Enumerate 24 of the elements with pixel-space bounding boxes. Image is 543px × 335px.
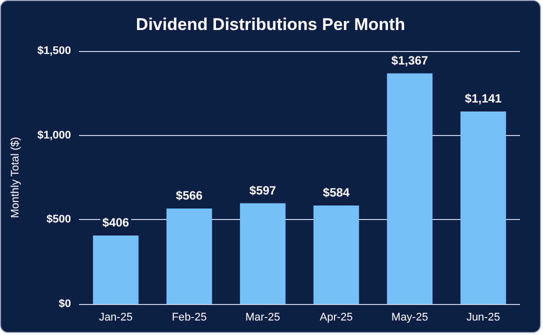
bar: [166, 208, 212, 304]
x-tick-label: Feb-25: [172, 312, 207, 324]
data-label: $566: [176, 188, 203, 203]
x-tick-label: May-25: [391, 312, 428, 324]
y-tick-label: $1,000: [37, 129, 71, 142]
x-tick-label: Apr-25: [320, 312, 353, 324]
chart-title: Dividend Distributions Per Month: [136, 15, 406, 34]
bar: [240, 203, 286, 304]
y-tick-label: $500: [46, 214, 71, 226]
y-tick-label: $1,500: [37, 45, 71, 57]
bar: [92, 236, 139, 304]
y-tick-label: $0: [58, 298, 71, 310]
data-label: $597: [249, 183, 276, 198]
bar: [386, 73, 433, 304]
data-label: $1,367: [391, 53, 428, 68]
data-label: $406: [102, 216, 130, 230]
x-tick-label: Jun-25: [466, 312, 500, 324]
data-label: $584: [322, 186, 350, 200]
data-label: $1,141: [464, 92, 502, 106]
bar: [460, 112, 506, 304]
bar: [313, 206, 360, 304]
x-tick-label: Mar-25: [245, 312, 280, 324]
x-tick-label: Jan-25: [98, 312, 133, 324]
y-axis-title: Monthly Total ($): [10, 136, 22, 218]
